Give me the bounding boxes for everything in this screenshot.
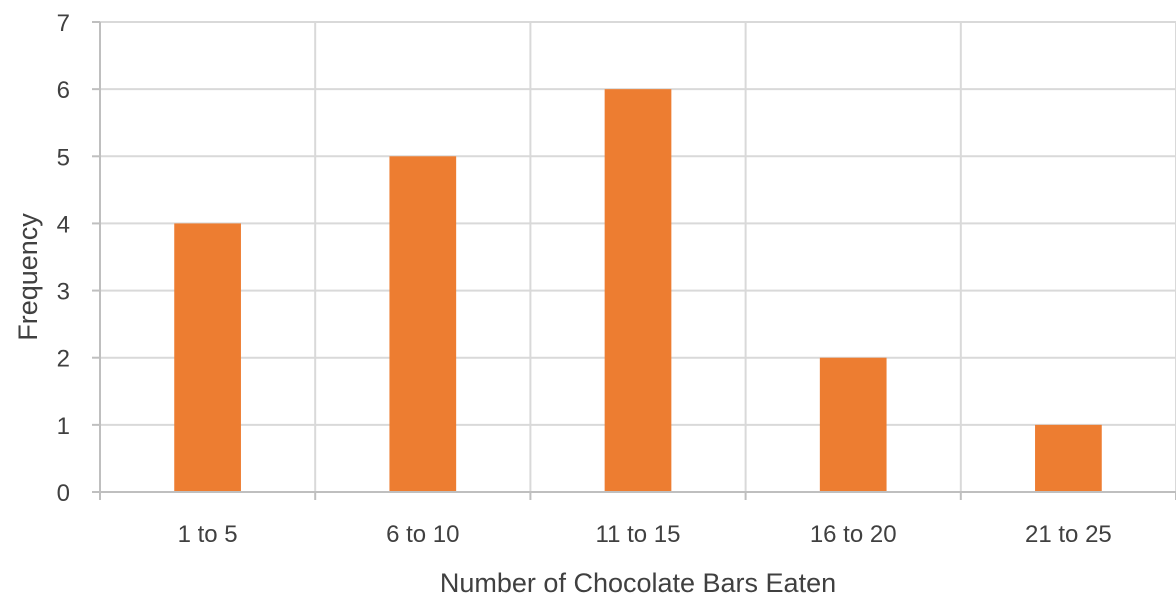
x-tick-label: 21 to 25 [1025, 521, 1112, 548]
x-tick-label: 1 to 5 [178, 521, 238, 548]
x-axis-title: Number of Chocolate Bars Eaten [440, 568, 836, 598]
y-tick-label: 6 [57, 77, 70, 104]
y-tick-label: 4 [57, 211, 70, 238]
bar [389, 156, 457, 493]
x-tick-label: 16 to 20 [810, 521, 897, 548]
bar [604, 89, 672, 493]
y-tick-labels: 0 1 2 3 4 5 6 7 [57, 10, 70, 507]
y-tick-label: 7 [57, 10, 70, 37]
x-tick-label: 6 to 10 [386, 521, 459, 548]
y-tick-label: 3 [57, 279, 70, 306]
y-tick-label: 1 [57, 413, 70, 440]
bar [174, 223, 241, 492]
x-tick-labels: 1 to 5 6 to 10 11 to 15 16 to 20 21 to 25 [178, 521, 1112, 548]
bars [174, 89, 1102, 493]
vertical-gridlines [99, 22, 1176, 492]
y-axis-title: Frequency [13, 213, 43, 341]
axes [92, 21, 1176, 500]
y-tick-label: 0 [57, 480, 70, 507]
bar [819, 357, 887, 492]
bar [1035, 424, 1102, 492]
y-tick-label: 5 [57, 144, 70, 171]
x-tick-label: 11 to 15 [596, 521, 681, 548]
y-tick-label: 2 [57, 346, 70, 373]
